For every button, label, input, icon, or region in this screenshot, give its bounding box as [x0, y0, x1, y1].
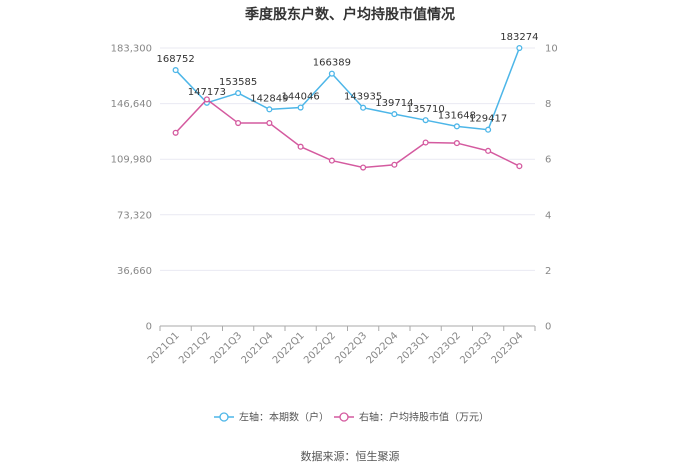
point-avg-value [360, 164, 367, 171]
y-left-tick-label: 73,320 [117, 210, 152, 221]
data-label: 153585 [219, 77, 257, 88]
data-label: 166389 [313, 58, 351, 69]
data-label: 131648 [438, 110, 476, 121]
series-line-avg-value [175, 98, 520, 169]
x-tick-label: 2022Q2 [302, 330, 338, 366]
data-label: 129417 [469, 114, 507, 125]
point-households [297, 104, 304, 111]
point-households [172, 67, 179, 74]
point-avg-value [203, 96, 210, 103]
y-left-tick-label: 36,660 [117, 266, 152, 277]
y-right-tick-label: 6 [545, 155, 551, 166]
source-text: 数据来源：恒生聚源 [300, 450, 400, 463]
point-avg-value [516, 163, 523, 170]
x-tick-label: 2021Q4 [240, 330, 276, 366]
point-households [328, 70, 335, 77]
legend-item-households[interactable]: 左轴：本期数（户） [214, 411, 329, 424]
legend[interactable]: 左轴：本期数（户） 右轴：户均持股市值（万元） [214, 411, 489, 424]
point-households [391, 111, 398, 118]
legend-marker [219, 412, 229, 422]
y-left-tick-label: 183,300 [111, 44, 152, 55]
data-label: 143935 [344, 92, 382, 103]
data-label: 144046 [282, 92, 320, 103]
series-line-households [175, 47, 521, 131]
data-label: 147173 [188, 87, 226, 98]
point-avg-value [172, 129, 179, 136]
point-households [516, 44, 523, 52]
x-tick-label: 2021Q2 [177, 330, 213, 366]
x-tick-label: 2023Q4 [490, 330, 526, 366]
data-label: 139714 [375, 98, 413, 109]
x-tick-label: 2022Q3 [333, 330, 369, 366]
y-right-tick-label: 8 [545, 99, 551, 110]
data-label: 142849 [250, 93, 288, 104]
point-avg-value [453, 140, 460, 147]
y-left-tick-label: 146,640 [111, 99, 152, 110]
point-households [422, 117, 429, 124]
data-label: 135710 [407, 104, 445, 115]
x-tick-label: 2021Q3 [208, 330, 244, 366]
point-households [453, 123, 460, 130]
legend-item-avg-value[interactable]: 右轴：户均持股市值（万元） [334, 411, 489, 424]
legend-marker [339, 412, 349, 422]
y-right-tick-label: 4 [545, 210, 551, 221]
point-avg-value [391, 161, 398, 168]
point-households [235, 90, 242, 97]
data-label: 183274 [500, 32, 538, 43]
chart-title: 季度股东户数、户均持股市值情况 [245, 7, 455, 23]
legend-label: 右轴：户均持股市值（万元） [359, 411, 489, 424]
x-tick-label: 2023Q1 [396, 330, 432, 366]
y-right-tick-label: 2 [545, 266, 551, 277]
x-tick-label: 2022Q4 [365, 330, 401, 366]
point-avg-value [485, 147, 492, 154]
x-tick-label: 2022Q1 [271, 330, 307, 366]
point-avg-value [328, 157, 335, 164]
y-left-tick-label: 109,980 [111, 155, 152, 166]
point-avg-value [266, 120, 273, 127]
point-households [485, 126, 492, 133]
point-avg-value [422, 139, 429, 146]
x-tick-label: 2023Q3 [458, 330, 494, 366]
data-label: 168752 [157, 54, 195, 65]
y-right-tick-label: 10 [545, 44, 558, 55]
y-left-tick-label: 0 [146, 322, 152, 333]
x-tick-label: 2023Q2 [427, 330, 463, 366]
point-households [266, 106, 273, 113]
legend-label: 左轴：本期数（户） [239, 411, 329, 424]
point-avg-value [235, 120, 242, 127]
point-households [360, 104, 367, 111]
axis-layer: 0 36,660 73,320 109,980 146,640 183,300 0 2 4 6 8 1… [111, 44, 558, 367]
x-tick-label: 2021Q1 [146, 330, 182, 366]
y-right-tick-label: 0 [545, 322, 551, 333]
point-avg-value [297, 143, 304, 150]
series-layer [172, 44, 523, 171]
